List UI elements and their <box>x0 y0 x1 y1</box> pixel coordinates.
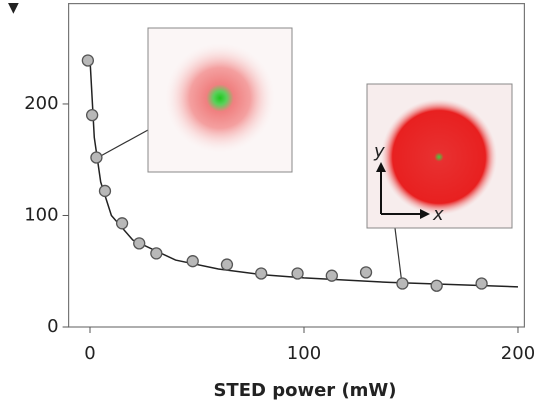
data-point <box>476 278 487 289</box>
data-point <box>187 256 198 267</box>
inset-axis-label: y <box>373 141 385 162</box>
connector <box>97 130 148 158</box>
data-point <box>361 267 372 278</box>
connector <box>395 228 402 284</box>
data-point <box>221 259 232 270</box>
data-point <box>292 268 303 279</box>
inset-axis-label: x <box>432 204 444 225</box>
data-point <box>431 280 442 291</box>
data-point <box>256 268 267 279</box>
data-point <box>91 152 102 163</box>
data-point <box>87 110 98 121</box>
marker-glyph: ▼ <box>8 0 19 16</box>
chart: ▼ 0 100 200 0 100 200 STED power (mW) y x <box>0 0 550 407</box>
data-point <box>117 218 128 229</box>
x-axis-title: STED power (mW) <box>213 380 396 401</box>
inset-1 <box>148 28 292 172</box>
data-point <box>397 278 408 289</box>
data-point <box>151 248 162 259</box>
data-point <box>99 185 110 196</box>
x-tick-label: 200 <box>501 343 535 364</box>
x-tick-label: 0 <box>84 343 95 364</box>
x-tick-label: 100 <box>287 343 321 364</box>
y-tick-label: 200 <box>24 93 58 114</box>
data-point <box>134 238 145 249</box>
data-point <box>82 55 93 66</box>
y-tick-label: 0 <box>47 316 58 337</box>
data-point <box>326 270 337 281</box>
y-tick-label: 100 <box>24 204 58 225</box>
